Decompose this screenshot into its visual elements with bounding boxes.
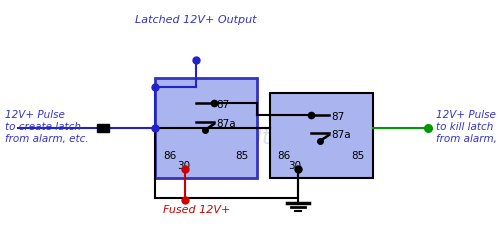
Text: from alarm, etc.: from alarm, etc. xyxy=(5,134,88,144)
Text: 86: 86 xyxy=(163,151,176,161)
Text: 30: 30 xyxy=(177,161,190,171)
Text: the12volt.com: the12volt.com xyxy=(164,128,326,148)
Text: 12V+ Pulse: 12V+ Pulse xyxy=(5,110,65,120)
Text: 12V+ Pulse: 12V+ Pulse xyxy=(436,110,496,120)
Text: 87a: 87a xyxy=(216,119,236,129)
Text: from alarm, etc.: from alarm, etc. xyxy=(436,134,500,144)
Text: Fused 12V+: Fused 12V+ xyxy=(164,205,230,215)
Text: 85: 85 xyxy=(235,151,248,161)
Bar xyxy=(270,93,373,178)
Text: 87: 87 xyxy=(331,112,344,122)
Bar xyxy=(97,124,109,132)
Text: to create latch: to create latch xyxy=(5,122,81,132)
Text: 87a: 87a xyxy=(331,130,350,140)
Text: 85: 85 xyxy=(351,151,364,161)
Text: 30: 30 xyxy=(288,161,301,171)
Text: 86: 86 xyxy=(277,151,290,161)
Text: Latched 12V+ Output: Latched 12V+ Output xyxy=(135,15,257,25)
Bar xyxy=(155,78,257,178)
Text: 87: 87 xyxy=(216,100,229,110)
Text: to kill latch: to kill latch xyxy=(436,122,494,132)
